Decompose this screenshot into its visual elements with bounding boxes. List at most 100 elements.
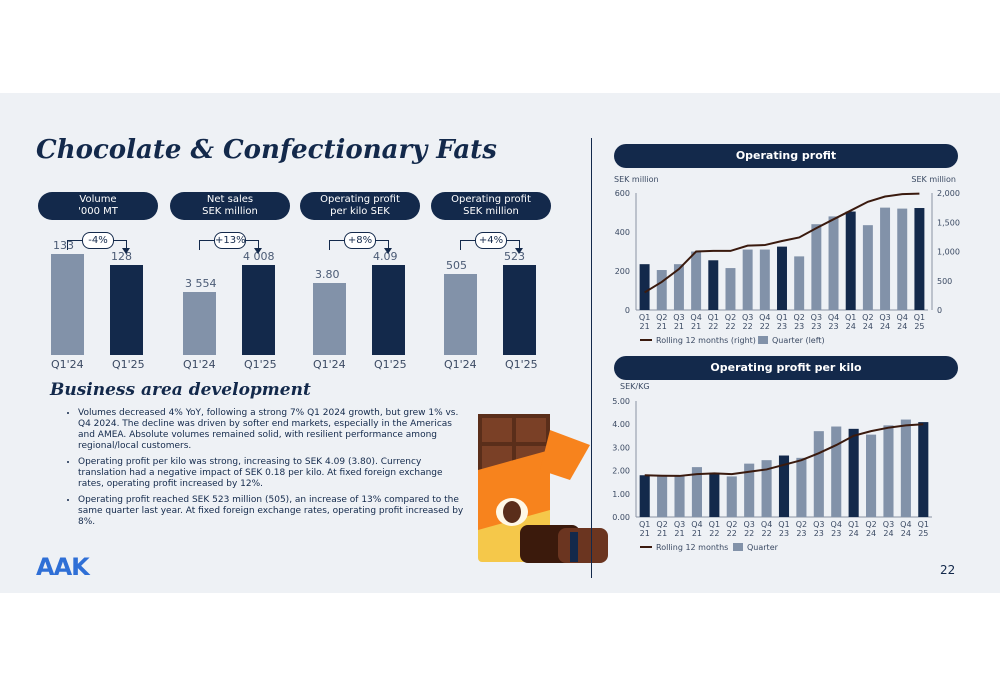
bar-q4-24 [897, 208, 908, 310]
kpi-label-curr: Q1'25 [505, 358, 538, 371]
kpi-value-curr: 4 008 [243, 250, 275, 263]
kpi-arrow-down-icon [384, 248, 392, 254]
y-tick-left: 0.00 [612, 513, 630, 522]
bar-q3-23 [811, 224, 822, 310]
kpi-label-prev: Q1'24 [313, 358, 346, 371]
kpi-label-curr: Q1'25 [112, 358, 145, 371]
x-tick-year: 21 [674, 322, 684, 331]
kpi-unit: SEK million [202, 206, 258, 217]
aak-logo: AAK [36, 553, 90, 581]
bar-q2-22 [726, 476, 737, 517]
x-tick-quarter: Q1 [918, 520, 929, 529]
bar-q1-24 [845, 211, 856, 310]
bar-q3-22 [742, 249, 753, 310]
y-tick-right: 0 [937, 306, 942, 315]
page-title: Chocolate & Confectionary Fats [36, 135, 497, 165]
bar-q2-21 [657, 476, 668, 517]
page-number: 22 [940, 563, 956, 577]
chart-title-profit-per-kilo: Operating profit per kilo [614, 356, 958, 380]
business-bullets: Volumes decreased 4% YoY, following a st… [60, 408, 470, 533]
x-tick-year: 22 [743, 322, 753, 331]
bar-q2-22 [725, 268, 736, 310]
rolling-12m-line [644, 192, 920, 294]
kpi-change-badge: +4% [475, 232, 507, 249]
x-tick-year: 21 [674, 529, 684, 538]
x-tick-year: 24 [897, 322, 907, 331]
bar-q2-24 [866, 434, 877, 517]
kpi-label: Volume [79, 194, 117, 205]
x-tick-year: 23 [777, 322, 787, 331]
x-tick-quarter: Q3 [813, 520, 824, 529]
kpi-label: Operating profit [320, 194, 400, 205]
y-tick-left: 2.00 [612, 467, 630, 476]
bar-q4-22 [759, 249, 770, 310]
business-title: Business area development [50, 380, 311, 400]
x-tick-quarter: Q1 [708, 313, 719, 322]
profit-per-kilo-chart: SEK/KG0.001.002.003.004.005.00Q121Q221Q3… [612, 382, 932, 552]
bar-q1-21 [639, 475, 650, 517]
x-tick-quarter: Q1 [639, 313, 650, 322]
legend-bar-label: Quarter [747, 543, 779, 552]
y-tick-left: 4.00 [612, 420, 630, 429]
kpi-bracket-left [460, 240, 461, 250]
x-tick-quarter: Q2 [793, 313, 804, 322]
x-tick-quarter: Q2 [865, 520, 876, 529]
bar-q2-21 [656, 270, 667, 310]
y-tick-left: 400 [615, 228, 630, 237]
legend-line-label: Rolling 12 months (right) [656, 336, 756, 345]
y-tick-right: 1,000 [937, 248, 960, 257]
x-tick-year: 25 [914, 322, 924, 331]
kpi-arrow-down-icon [515, 248, 523, 254]
kpi-pill-1: Net sales SEK million [170, 192, 290, 220]
x-tick-year: 21 [640, 529, 650, 538]
y-axis-label-left: SEK million [614, 175, 659, 184]
kpi-unit: SEK million [463, 206, 519, 217]
kpi-bar-prev [183, 292, 216, 355]
kpi-bracket-right [519, 240, 520, 248]
x-tick-quarter: Q2 [725, 313, 736, 322]
bullet-volumes: Volumes decreased 4% YoY, following a st… [78, 408, 470, 452]
bar-q2-24 [862, 225, 873, 310]
x-tick-year: 22 [708, 322, 718, 331]
x-tick-quarter: Q2 [726, 520, 737, 529]
x-tick-quarter: Q4 [831, 520, 842, 529]
kpi-change-badge: -4% [82, 232, 114, 249]
y-axis-label-left: SEK/KG [620, 382, 650, 391]
bar-q1-25 [914, 208, 925, 310]
bar-q3-21 [673, 264, 684, 310]
kpi-bracket-left [67, 240, 68, 250]
x-tick-year: 23 [828, 322, 838, 331]
chocolate-illustration [478, 414, 608, 563]
bar-q1-21 [639, 264, 650, 310]
x-tick-year: 22 [725, 322, 735, 331]
bar-q3-23 [813, 431, 824, 517]
x-tick-quarter: Q4 [900, 520, 911, 529]
x-tick-quarter: Q4 [761, 520, 772, 529]
bar-q1-23 [777, 246, 787, 310]
x-tick-year: 22 [761, 529, 771, 538]
bullet-profit-per-kilo: Operating profit per kilo was strong, in… [78, 457, 470, 490]
y-tick-left: 1.00 [612, 490, 630, 499]
x-tick-year: 21 [691, 322, 701, 331]
kpi-pill-0: Volume '000 MT [38, 192, 158, 220]
kpi-bar-prev [313, 282, 346, 355]
x-tick-year: 24 [849, 529, 859, 538]
x-tick-quarter: Q3 [674, 520, 685, 529]
legend-bar-swatch [733, 543, 743, 551]
bar-q4-22 [761, 460, 772, 517]
x-tick-year: 21 [657, 529, 667, 538]
x-tick-quarter: Q3 [743, 520, 754, 529]
rolling-12m-line [644, 423, 924, 477]
y-tick-right: 500 [937, 277, 952, 286]
kpi-bar-prev [51, 254, 84, 355]
y-tick-right: 1,500 [937, 218, 960, 227]
kpi-label: Net sales [206, 194, 254, 205]
bar-q3-24 [880, 207, 891, 310]
x-tick-quarter: Q3 [883, 520, 894, 529]
kpi-pill-2: Operating profit per kilo SEK [300, 192, 420, 220]
bar-q1-25 [918, 422, 929, 517]
x-tick-quarter: Q2 [796, 520, 807, 529]
x-tick-quarter: Q3 [742, 313, 753, 322]
kpi-bracket-right [258, 240, 259, 248]
x-tick-quarter: Q1 [778, 520, 789, 529]
